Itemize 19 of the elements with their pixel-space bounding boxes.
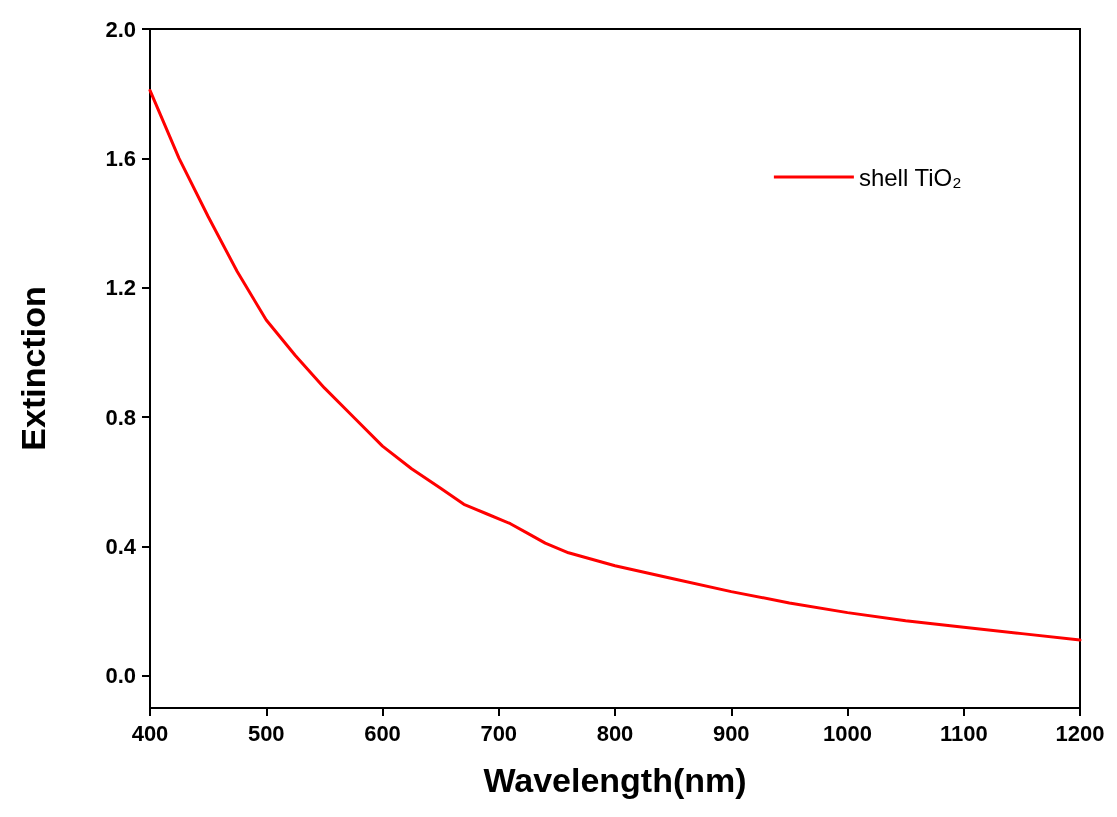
x-tick-label: 600 (364, 720, 401, 746)
y-tick-label: 2.0 (105, 16, 136, 42)
legend-label: shell TiO₂ (858, 163, 962, 191)
y-tick-label: 1.2 (105, 275, 136, 301)
y-tick-label: 0.8 (105, 404, 136, 430)
y-tick-label: 1.6 (105, 145, 136, 171)
x-tick-label: 1000 (823, 720, 872, 746)
line-series (148, 88, 1082, 642)
y-axis-title: Extinction (14, 286, 52, 451)
y-tick-label: 0.0 (105, 663, 136, 689)
x-tick-label: 800 (596, 720, 634, 746)
x-tick-label: 1100 (939, 720, 988, 746)
x-tick-label: 500 (247, 720, 285, 746)
x-tick-label: 700 (480, 720, 518, 746)
x-axis-title: Wavelength(nm) (483, 761, 747, 799)
y-tick-label: 0.4 (105, 533, 137, 559)
x-tick-label: 1200 (1055, 720, 1105, 746)
x-tick-label: 900 (712, 720, 750, 746)
x-tick-label: 400 (131, 720, 169, 746)
